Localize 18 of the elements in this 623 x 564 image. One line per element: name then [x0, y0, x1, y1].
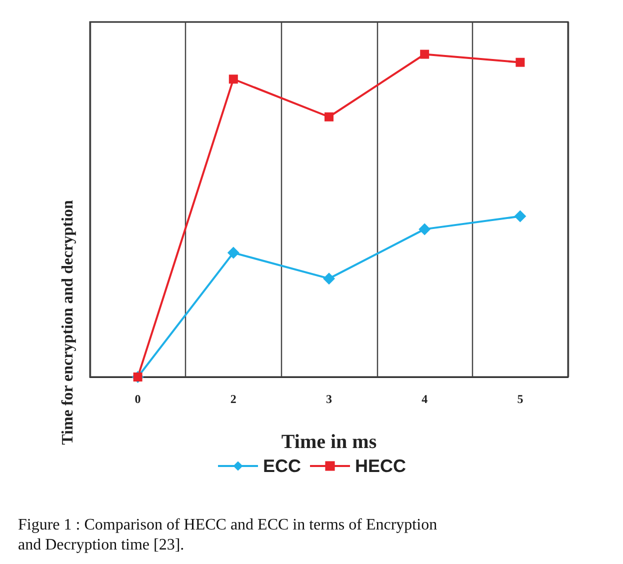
- x-tick-label: 5: [517, 392, 524, 406]
- y-axis-title: Time for encryption and decryption: [60, 200, 76, 445]
- point: [227, 246, 240, 259]
- point: [324, 112, 334, 122]
- x-tick-label: 0: [134, 392, 141, 406]
- legend-label: HECC: [355, 456, 406, 476]
- x-axis-title: Time in ms: [281, 431, 377, 453]
- point: [323, 272, 335, 285]
- legend-label: ECC: [262, 456, 302, 476]
- x-tick-label: 3: [326, 392, 332, 406]
- point: [514, 210, 526, 222]
- point: [420, 50, 430, 59]
- point: [516, 58, 525, 67]
- point: [418, 223, 431, 236]
- caption: Figure 1 : Comparison of HECC and ECC in terms of Encryption and Decryption time [23].: [18, 516, 442, 554]
- x-tick-label: 2: [230, 392, 236, 406]
- x-tick-label: 4: [422, 392, 428, 406]
- point: [228, 74, 238, 84]
